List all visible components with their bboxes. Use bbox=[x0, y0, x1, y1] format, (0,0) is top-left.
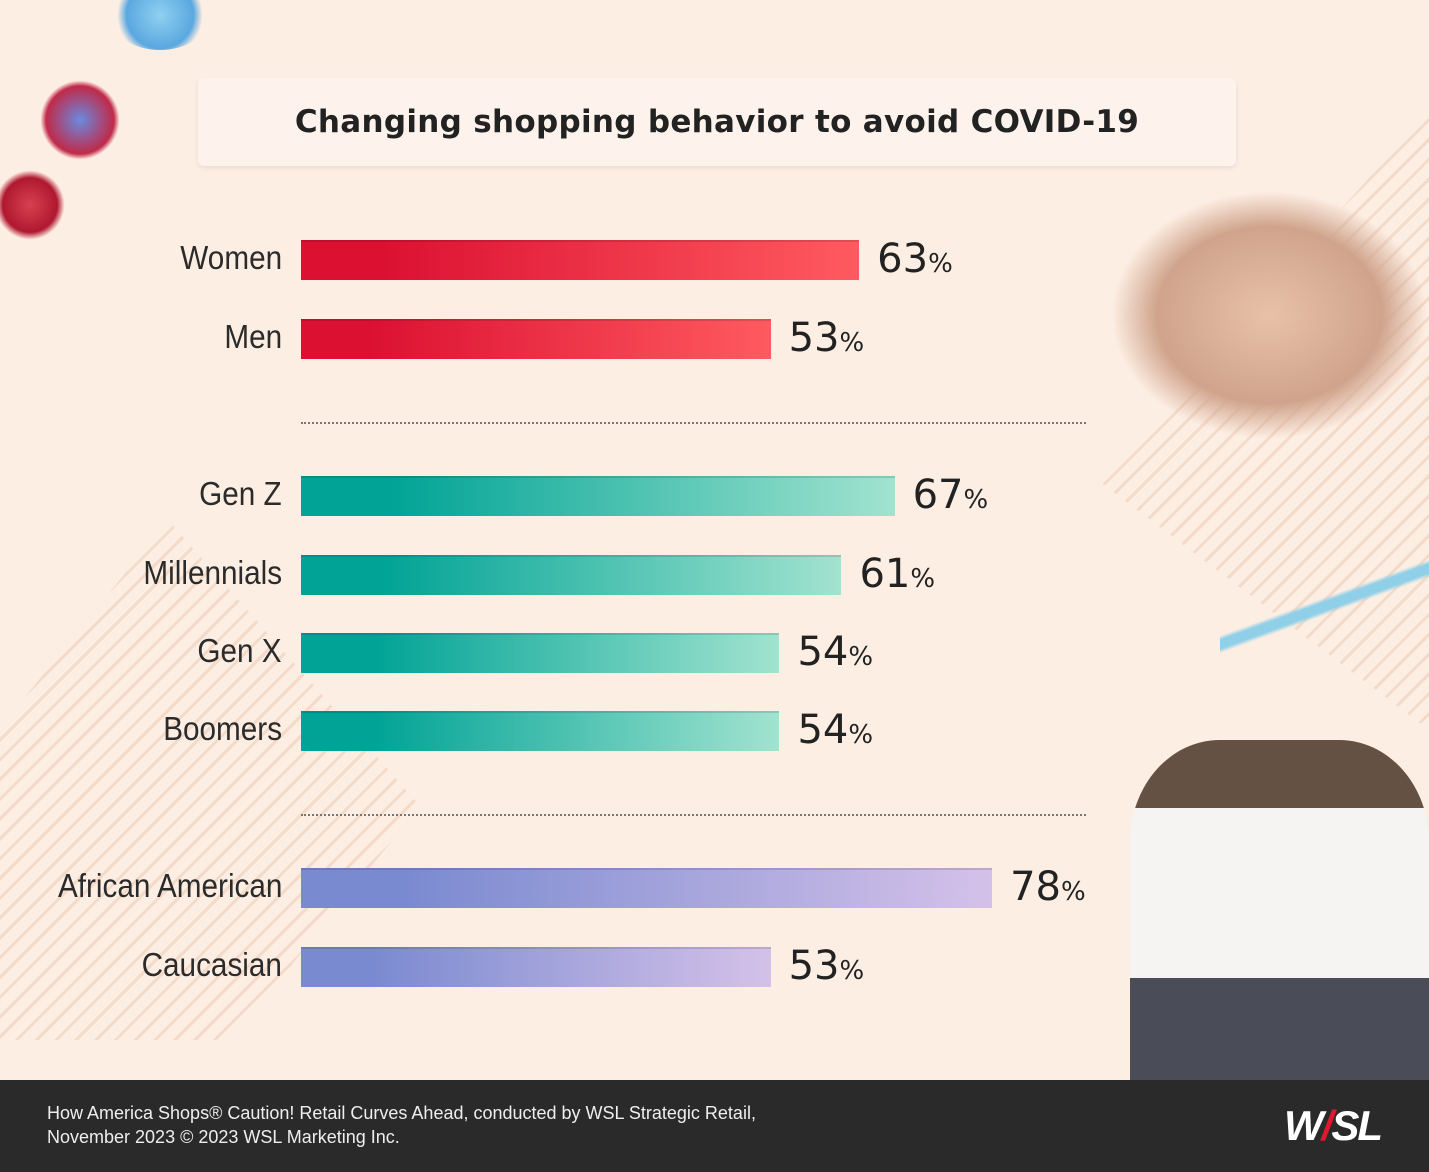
category-label: Gen X bbox=[197, 632, 282, 669]
percent-suffix: % bbox=[928, 249, 953, 279]
category-label: Boomers bbox=[163, 710, 282, 747]
wsl-logo: W/SL bbox=[1284, 1102, 1383, 1149]
data-label: 53% bbox=[789, 315, 865, 361]
data-label: 63% bbox=[877, 236, 953, 282]
percent-suffix: % bbox=[848, 642, 874, 672]
data-label: 54% bbox=[797, 707, 873, 753]
data-value: 67 bbox=[912, 472, 964, 518]
bar bbox=[301, 947, 771, 987]
source-line-2: November 2023 © 2023 WSL Marketing Inc. bbox=[47, 1127, 400, 1147]
chart-title: Changing shopping behavior to avoid COVI… bbox=[294, 104, 1140, 140]
data-value: 61 bbox=[859, 551, 911, 597]
bar bbox=[301, 240, 860, 280]
data-value: 54 bbox=[797, 707, 849, 753]
data-value: 63 bbox=[877, 236, 929, 282]
percent-suffix: % bbox=[1060, 877, 1086, 907]
handwashing-photo bbox=[1110, 190, 1429, 440]
virus-illustration bbox=[40, 80, 120, 160]
source-note: How America Shops® Caution! Retail Curve… bbox=[47, 1101, 756, 1149]
source-line-1: How America Shops® Caution! Retail Curve… bbox=[47, 1103, 756, 1123]
title-box: Changing shopping behavior to avoid COVI… bbox=[198, 78, 1236, 166]
group-separator bbox=[301, 422, 1086, 424]
syringes-photo bbox=[1220, 545, 1429, 695]
data-value: 53 bbox=[788, 315, 840, 361]
category-label: Women bbox=[180, 239, 282, 276]
percent-suffix: % bbox=[839, 328, 865, 358]
data-value: 54 bbox=[797, 629, 849, 675]
data-value: 53 bbox=[788, 943, 840, 989]
percent-suffix: % bbox=[848, 720, 874, 750]
percent-suffix: % bbox=[963, 485, 989, 515]
data-label: 67% bbox=[913, 472, 989, 518]
category-label: Gen Z bbox=[199, 475, 282, 512]
virus-illustration bbox=[0, 170, 65, 240]
bar bbox=[301, 868, 993, 908]
data-label: 78% bbox=[1010, 864, 1086, 910]
category-label: Men bbox=[224, 318, 282, 355]
data-label: 53% bbox=[789, 943, 865, 989]
data-value: 78 bbox=[1010, 864, 1061, 910]
category-label: Millennials bbox=[143, 554, 282, 591]
data-label: 61% bbox=[859, 551, 935, 597]
bar bbox=[301, 319, 771, 359]
group-separator bbox=[301, 814, 1086, 816]
percent-suffix: % bbox=[839, 956, 865, 986]
category-label: African American bbox=[57, 867, 282, 904]
data-label: 54% bbox=[797, 629, 873, 675]
bar bbox=[301, 711, 780, 751]
footer: How America Shops® Caution! Retail Curve… bbox=[0, 1080, 1429, 1172]
bar-chart: Women 63% Men 53% Gen Z 67% Millennials 61% Gen … bbox=[57, 236, 1086, 989]
category-label: Caucasian bbox=[141, 946, 282, 983]
bar bbox=[301, 633, 780, 673]
percent-suffix: % bbox=[910, 564, 936, 594]
vaccinated-people-photo bbox=[1130, 740, 1429, 1080]
bar bbox=[301, 476, 895, 516]
bar bbox=[301, 555, 842, 595]
